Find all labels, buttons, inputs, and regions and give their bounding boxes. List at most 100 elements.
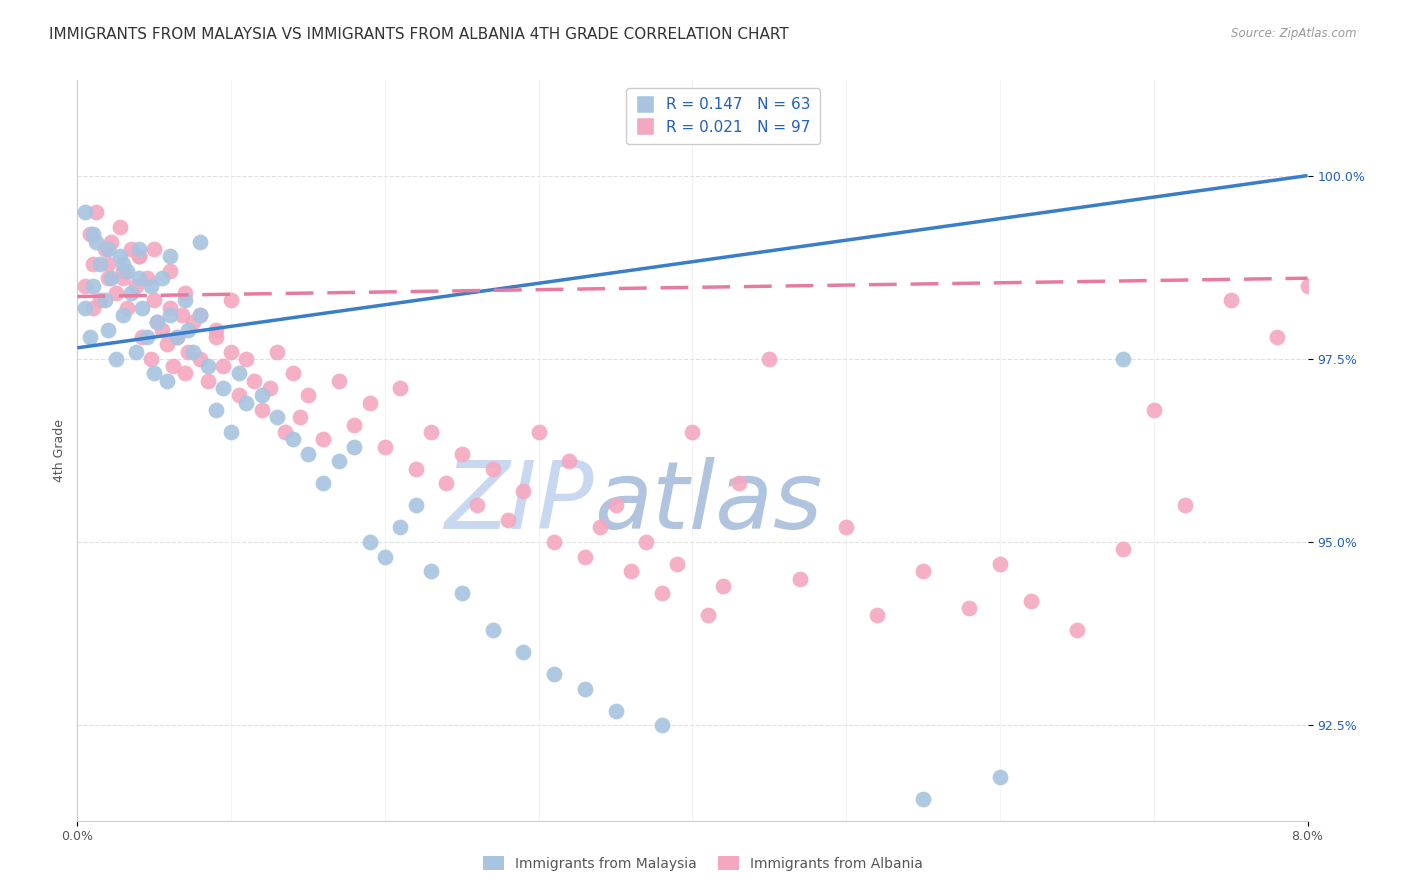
Legend: R = 0.147   N = 63, R = 0.021   N = 97: R = 0.147 N = 63, R = 0.021 N = 97 [626, 88, 820, 144]
Point [73, 301, 96, 315]
Point [290, 410, 312, 425]
Point [297, 447, 319, 461]
Point [159, 264, 181, 278]
Point [481, 462, 503, 476]
Point [212, 381, 235, 395]
Point [266, 344, 288, 359]
Point [94, 242, 117, 256]
Point [1219, 293, 1241, 308]
Point [112, 256, 135, 270]
Point [146, 315, 169, 329]
Point [197, 374, 219, 388]
Point [125, 344, 148, 359]
Point [204, 330, 226, 344]
Point [243, 374, 266, 388]
Point [115, 264, 138, 278]
Point [727, 476, 749, 491]
Point [155, 337, 177, 351]
Point [1112, 351, 1135, 366]
Point [543, 667, 565, 681]
Point [1066, 623, 1088, 637]
Point [465, 499, 488, 513]
Point [94, 293, 117, 308]
Point [450, 586, 472, 600]
Point [79, 227, 101, 242]
Point [912, 791, 935, 805]
Point [128, 249, 150, 263]
Point [558, 454, 581, 468]
Y-axis label: 4th Grade: 4th Grade [53, 419, 66, 482]
Point [159, 301, 181, 315]
Point [219, 425, 242, 439]
Point [112, 264, 135, 278]
Text: Source: ZipAtlas.com: Source: ZipAtlas.com [1232, 27, 1357, 40]
Point [274, 425, 297, 439]
Point [988, 557, 1011, 571]
Point [115, 301, 138, 315]
Point [174, 293, 197, 308]
Point [235, 351, 257, 366]
Point [1143, 403, 1166, 417]
Point [259, 381, 281, 395]
Point [89, 293, 111, 308]
Point [97, 271, 120, 285]
Point [481, 623, 503, 637]
Point [543, 535, 565, 549]
Point [82, 278, 104, 293]
Point [405, 462, 427, 476]
Point [155, 374, 177, 388]
Point [512, 483, 534, 498]
Point [100, 271, 122, 285]
Point [204, 322, 226, 336]
Point [1019, 593, 1042, 607]
Point [297, 388, 319, 402]
Point [128, 242, 150, 256]
Point [711, 579, 734, 593]
Point [204, 403, 226, 417]
Point [436, 476, 458, 491]
Point [104, 351, 127, 366]
Point [174, 367, 197, 381]
Legend: Immigrants from Malaysia, Immigrants from Albania: Immigrants from Malaysia, Immigrants fro… [478, 850, 928, 876]
Point [589, 520, 612, 534]
Point [420, 565, 443, 579]
Point [181, 315, 204, 329]
Point [450, 447, 472, 461]
Point [146, 315, 169, 329]
Point [312, 476, 335, 491]
Point [82, 227, 104, 242]
Point [312, 433, 335, 447]
Point [188, 308, 212, 322]
Point [219, 293, 242, 308]
Point [420, 425, 443, 439]
Point [141, 278, 163, 293]
Point [1112, 542, 1135, 557]
Point [988, 770, 1011, 784]
Point [359, 396, 381, 410]
Point [112, 271, 135, 285]
Point [110, 219, 132, 234]
Point [281, 367, 304, 381]
Point [97, 256, 120, 270]
Point [135, 271, 157, 285]
Point [281, 433, 304, 447]
Point [112, 308, 135, 322]
Point [620, 565, 643, 579]
Point [82, 256, 104, 270]
Point [228, 367, 250, 381]
Point [174, 285, 197, 300]
Point [73, 278, 96, 293]
Point [166, 330, 188, 344]
Point [73, 205, 96, 219]
Text: IMMIGRANTS FROM MALAYSIA VS IMMIGRANTS FROM ALBANIA 4TH GRADE CORRELATION CHART: IMMIGRANTS FROM MALAYSIA VS IMMIGRANTS F… [49, 27, 789, 42]
Point [250, 403, 273, 417]
Point [159, 308, 181, 322]
Point [696, 608, 718, 623]
Point [150, 271, 173, 285]
Point [496, 513, 519, 527]
Point [374, 440, 396, 454]
Point [143, 293, 166, 308]
Point [405, 499, 427, 513]
Point [177, 322, 200, 336]
Point [328, 454, 350, 468]
